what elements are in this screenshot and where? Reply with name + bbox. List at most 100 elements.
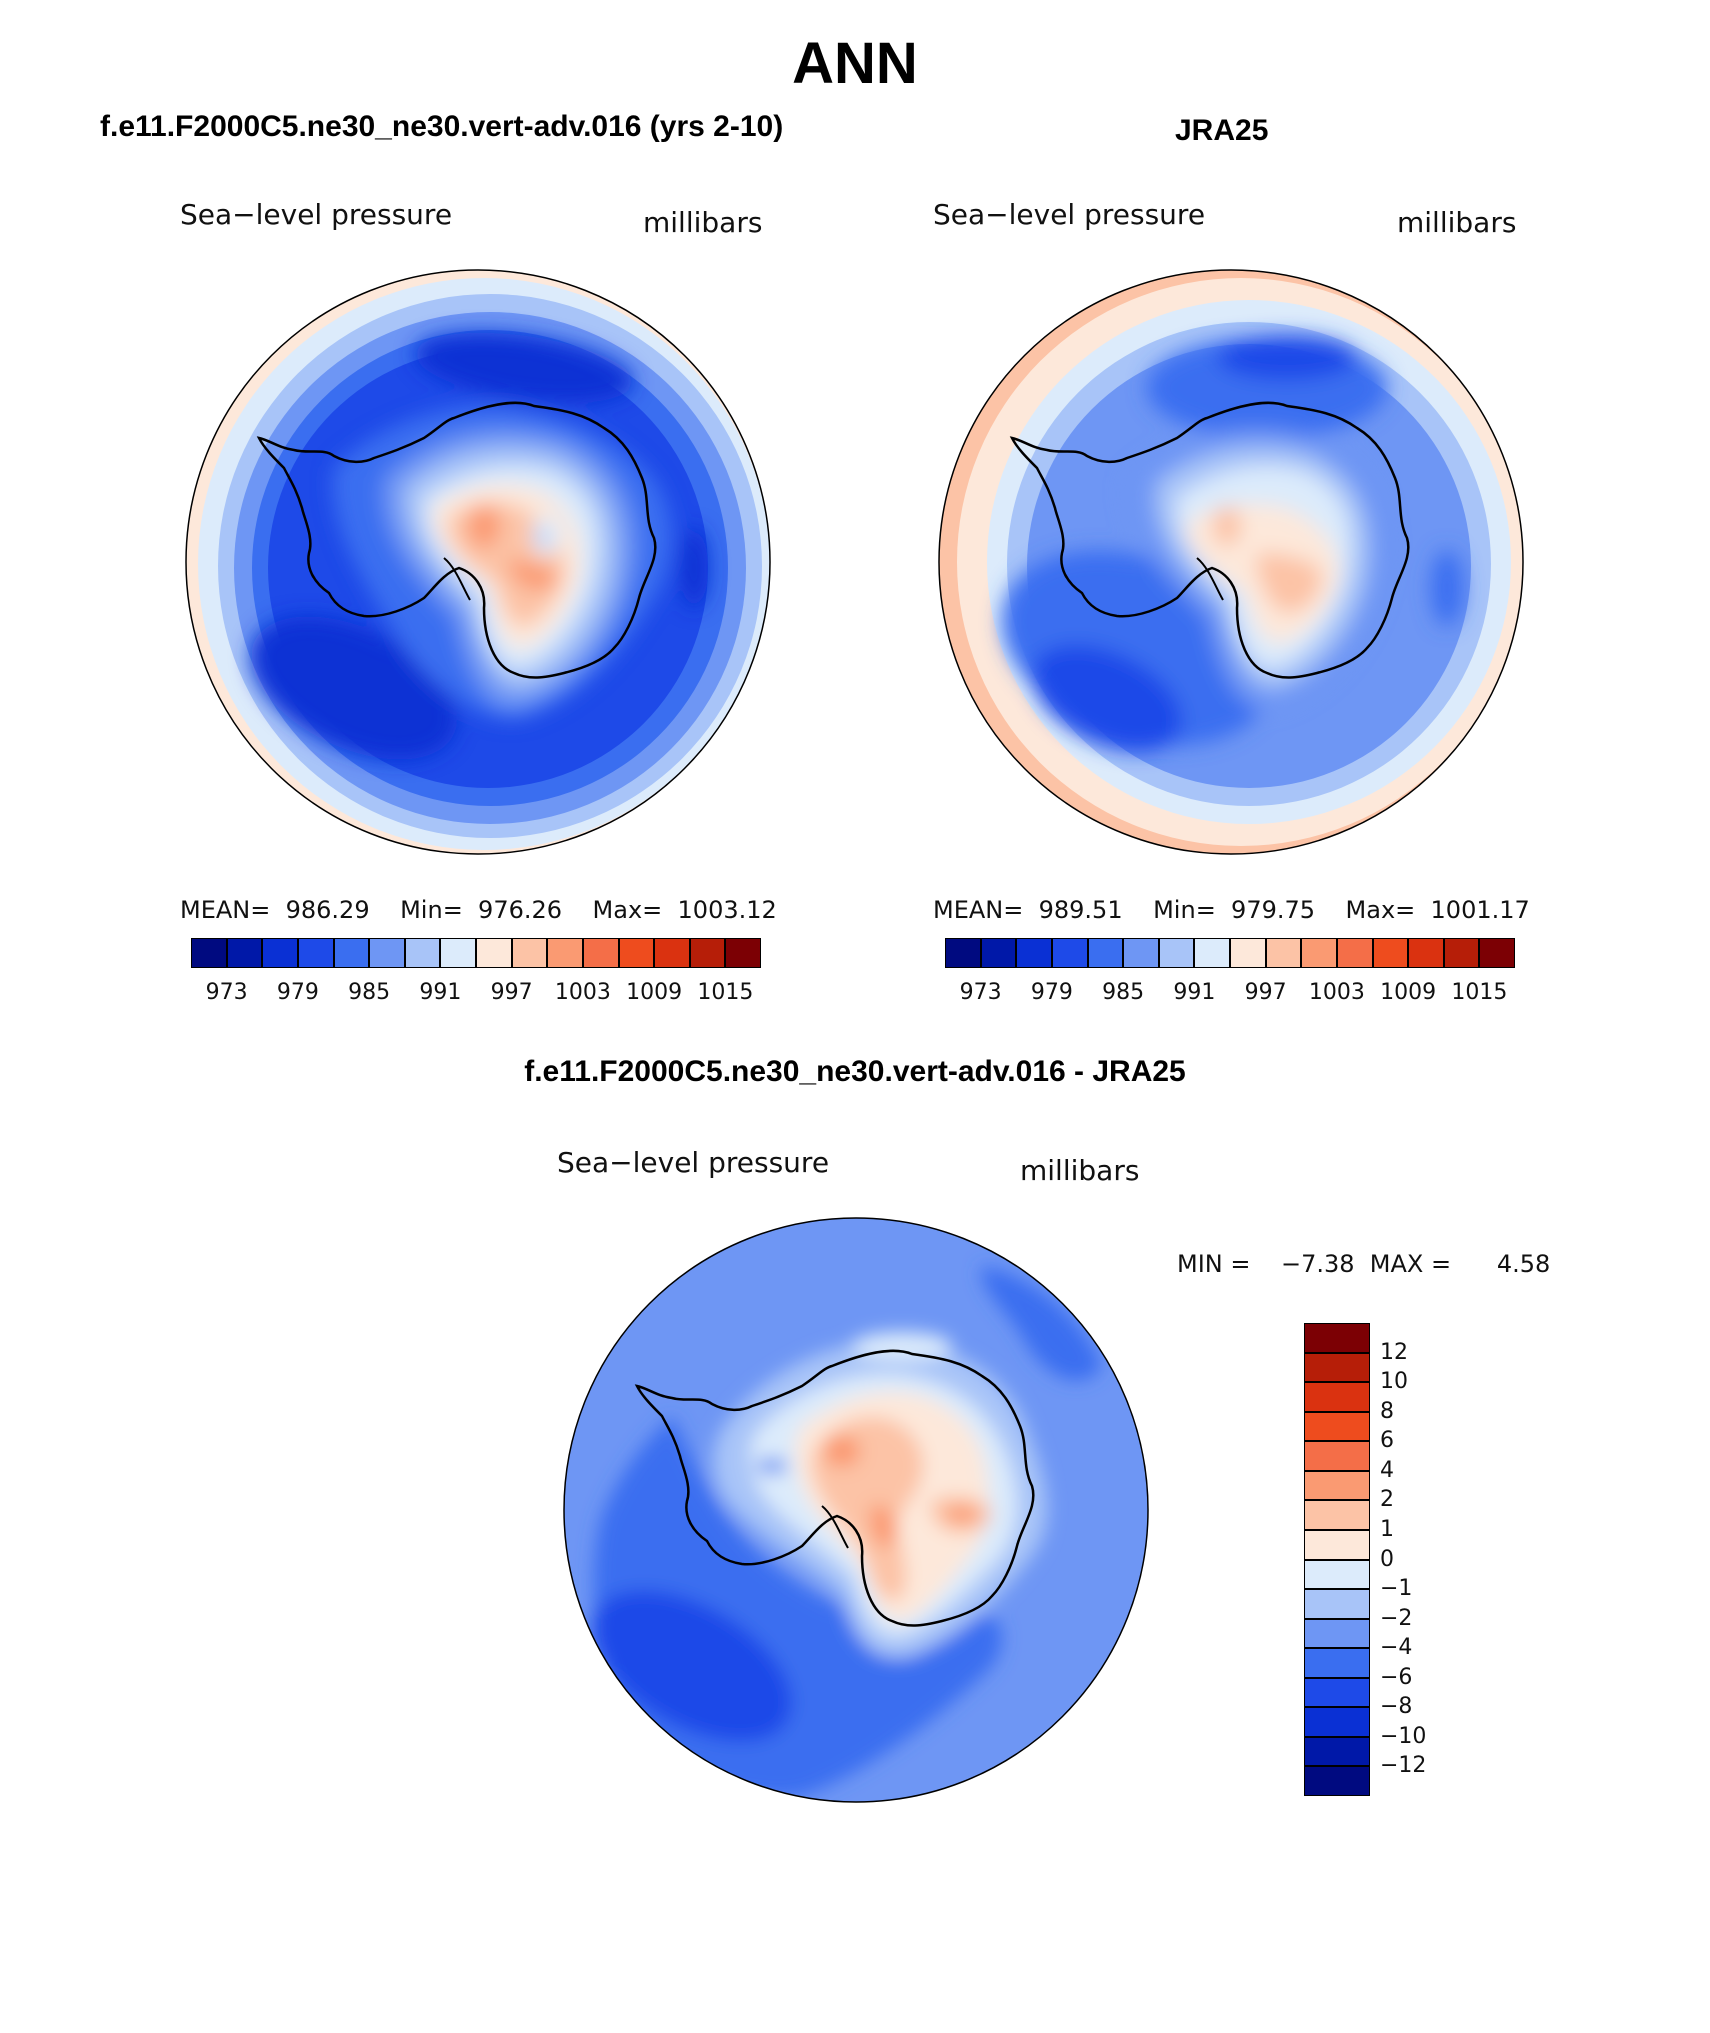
obs-swatch-3: [1051, 938, 1088, 968]
obs-swatch-12: [1372, 938, 1409, 968]
diff-tick-label: 8: [1380, 1398, 1394, 1424]
obs-swatch-15: [1479, 938, 1515, 968]
model-swatch-5: [369, 938, 405, 968]
diff-swatch-6: [1304, 1500, 1370, 1530]
diff-colorbar: [1304, 1323, 1370, 1796]
diff-tick-label: 10: [1380, 1369, 1408, 1395]
diff-swatch-2: [1304, 1382, 1370, 1412]
obs-colorbar-labels: 973 979 985 991 997 1003 1009 1015: [945, 980, 1515, 1010]
diff-tick-label: 1: [1380, 1516, 1394, 1542]
obs-swatch-7: [1194, 938, 1230, 968]
obs-swatch-0: [945, 938, 981, 968]
obs-tick-label: 979: [1030, 980, 1073, 1005]
model-tick-label: 997: [490, 980, 533, 1005]
diff-swatch-11: [1304, 1648, 1370, 1678]
model-tick-label: 1009: [626, 980, 683, 1005]
diff-tick-label: 12: [1380, 1339, 1408, 1365]
model-colorbar-labels: 973 979 985 991 997 1003 1009 1015: [191, 980, 761, 1010]
obs-swatch-14: [1443, 938, 1480, 968]
obs-swatch-1: [980, 938, 1017, 968]
model-polar-map: [185, 269, 771, 855]
model-tick-label: 973: [205, 980, 248, 1005]
model-swatch-2: [262, 938, 298, 968]
diff-colorbar-labels: 12 10 8 6 4 2 1 0 −1 −2 −4 −6 −8 −10 −12: [1380, 1323, 1460, 1796]
diff-tick-label: −10: [1380, 1723, 1427, 1749]
obs-swatch-8: [1230, 938, 1266, 968]
model-swatch-15: [725, 938, 761, 968]
model-swatch-12: [618, 938, 655, 968]
obs-swatch-6: [1158, 938, 1195, 968]
figure-title: ANN: [792, 31, 918, 96]
diff-polar-map: [563, 1217, 1149, 1803]
obs-tick-label: 1015: [1451, 980, 1508, 1005]
diff-swatch-0: [1304, 1323, 1370, 1353]
obs-tick-label: 997: [1244, 980, 1287, 1005]
diff-tick-label: 2: [1380, 1487, 1394, 1513]
diff-tick-label: 4: [1380, 1457, 1394, 1483]
diff-tick-label: −4: [1380, 1635, 1413, 1661]
model-swatch-7: [440, 938, 476, 968]
model-tick-label: 985: [348, 980, 391, 1005]
model-swatch-6: [404, 938, 441, 968]
obs-stats: MEAN= 989.51 Min= 979.75 Max= 1001.17: [933, 896, 1530, 924]
obs-tick-label: 985: [1102, 980, 1145, 1005]
diff-tick-label: −2: [1380, 1605, 1413, 1631]
diff-tick-label: −1: [1380, 1576, 1413, 1602]
model-tick-label: 979: [276, 980, 319, 1005]
obs-tick-label: 991: [1173, 980, 1216, 1005]
diff-swatch-3: [1304, 1411, 1370, 1442]
model-colorbar: [191, 938, 761, 968]
obs-swatch-13: [1408, 938, 1444, 968]
obs-swatch-4: [1087, 938, 1124, 968]
model-swatch-11: [582, 938, 619, 968]
model-swatch-0: [191, 938, 227, 968]
diff-swatch-15: [1304, 1766, 1370, 1796]
obs-tick-label: 1009: [1380, 980, 1437, 1005]
model-swatch-8: [476, 938, 512, 968]
diff-stats: MIN = −7.38 MAX = 4.58: [1177, 1250, 1551, 1278]
model-swatch-3: [297, 938, 334, 968]
model-units-label: millibars: [643, 206, 763, 239]
obs-units-label: millibars: [1397, 206, 1517, 239]
obs-swatch-11: [1336, 938, 1373, 968]
obs-swatch-10: [1301, 938, 1337, 968]
diff-swatch-4: [1304, 1441, 1370, 1471]
diff-swatch-8: [1304, 1559, 1370, 1590]
diff-swatch-9: [1304, 1589, 1370, 1619]
model-swatch-14: [689, 938, 726, 968]
obs-swatch-5: [1123, 938, 1159, 968]
diff-swatch-13: [1304, 1707, 1370, 1737]
diff-swatch-7: [1304, 1529, 1370, 1560]
obs-tick-label: 1003: [1308, 980, 1365, 1005]
diff-swatch-14: [1304, 1736, 1370, 1767]
model-tick-label: 991: [419, 980, 462, 1005]
model-swatch-13: [654, 938, 690, 968]
model-panel-title: f.e11.F2000C5.ne30_ne30.vert-adv.016 (yr…: [100, 110, 784, 143]
diff-tick-label: 0: [1380, 1546, 1394, 1572]
diff-tick-label: −12: [1380, 1753, 1427, 1779]
diff-tick-label: −6: [1380, 1664, 1413, 1690]
model-swatch-4: [333, 938, 370, 968]
diff-panel-title: f.e11.F2000C5.ne30_ne30.vert-adv.016 - J…: [524, 1055, 1186, 1088]
model-tick-label: 1003: [554, 980, 611, 1005]
obs-polar-map: [938, 269, 1524, 855]
obs-swatch-9: [1265, 938, 1302, 968]
obs-panel-title: JRA25: [1175, 114, 1269, 147]
model-tick-label: 1015: [697, 980, 754, 1005]
model-swatch-9: [511, 938, 548, 968]
obs-tick-label: 973: [959, 980, 1002, 1005]
obs-colorbar: [945, 938, 1515, 968]
diff-swatch-10: [1304, 1618, 1370, 1649]
obs-swatch-2: [1016, 938, 1052, 968]
diff-tick-label: 6: [1380, 1428, 1394, 1454]
model-swatch-10: [547, 938, 583, 968]
diff-units-label: millibars: [1020, 1154, 1140, 1187]
model-swatch-1: [226, 938, 263, 968]
obs-variable-label: Sea−level pressure: [933, 198, 1206, 231]
diff-variable-label: Sea−level pressure: [557, 1146, 830, 1179]
model-variable-label: Sea−level pressure: [180, 198, 453, 231]
diff-swatch-1: [1304, 1352, 1370, 1383]
model-stats: MEAN= 986.29 Min= 976.26 Max= 1003.12: [180, 896, 777, 924]
diff-tick-label: −8: [1380, 1694, 1413, 1720]
diff-swatch-12: [1304, 1677, 1370, 1708]
